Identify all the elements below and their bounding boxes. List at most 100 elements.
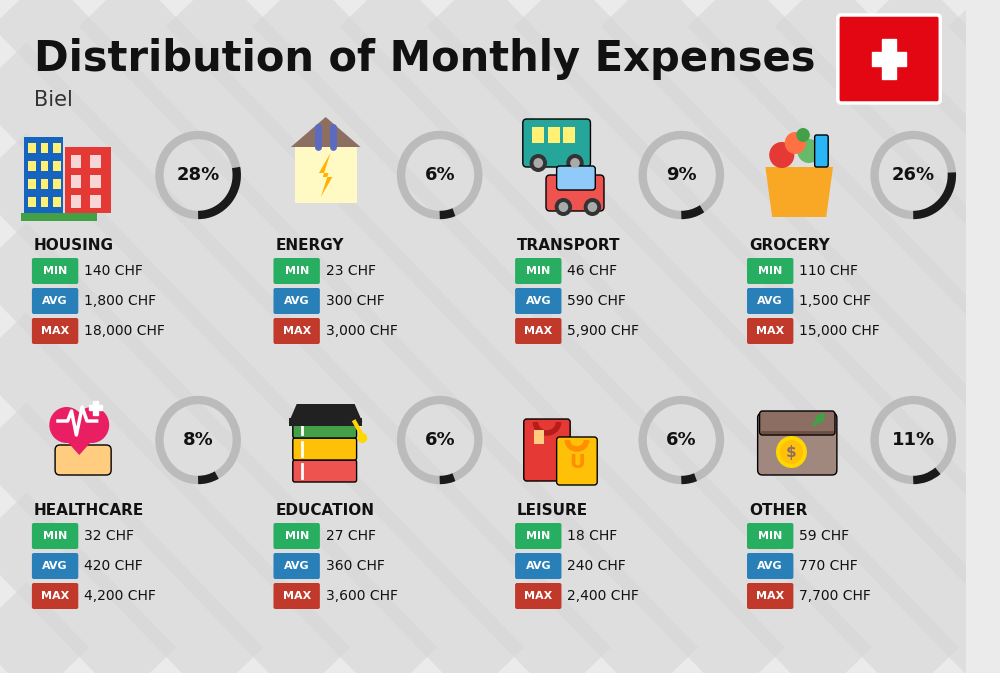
FancyBboxPatch shape xyxy=(747,288,793,314)
FancyBboxPatch shape xyxy=(32,318,78,344)
Text: 7,700 CHF: 7,700 CHF xyxy=(799,589,871,603)
Text: OTHER: OTHER xyxy=(749,503,807,518)
Bar xyxy=(93,401,98,415)
Circle shape xyxy=(358,433,367,443)
Text: 6%: 6% xyxy=(424,166,455,184)
Circle shape xyxy=(797,139,820,163)
Bar xyxy=(21,213,97,221)
Text: Biel: Biel xyxy=(34,90,73,110)
Bar xyxy=(882,39,896,79)
Text: MIN: MIN xyxy=(758,266,782,276)
Circle shape xyxy=(559,202,568,212)
Text: HOUSING: HOUSING xyxy=(34,238,114,253)
Bar xyxy=(90,195,101,208)
Bar xyxy=(24,137,63,213)
FancyBboxPatch shape xyxy=(273,583,320,609)
Text: $: $ xyxy=(786,444,797,460)
Text: AVG: AVG xyxy=(284,296,309,306)
Text: U: U xyxy=(569,452,585,472)
Circle shape xyxy=(49,407,84,443)
Bar xyxy=(548,127,560,143)
Text: MAX: MAX xyxy=(524,326,552,336)
Bar xyxy=(28,197,36,207)
FancyBboxPatch shape xyxy=(273,553,320,579)
Bar xyxy=(53,197,61,207)
Circle shape xyxy=(555,198,572,216)
FancyBboxPatch shape xyxy=(32,553,78,579)
FancyBboxPatch shape xyxy=(515,553,561,579)
FancyBboxPatch shape xyxy=(273,258,320,284)
Text: AVG: AVG xyxy=(42,296,68,306)
FancyBboxPatch shape xyxy=(546,175,604,211)
Bar xyxy=(65,147,111,213)
Text: HEALTHCARE: HEALTHCARE xyxy=(34,503,144,518)
Circle shape xyxy=(533,158,543,168)
Text: 26%: 26% xyxy=(892,166,935,184)
FancyBboxPatch shape xyxy=(747,258,793,284)
Bar xyxy=(71,155,81,168)
Bar xyxy=(289,418,362,426)
FancyBboxPatch shape xyxy=(815,135,828,167)
Text: 240 CHF: 240 CHF xyxy=(567,559,626,573)
Text: AVG: AVG xyxy=(757,296,783,306)
Text: MAX: MAX xyxy=(756,326,784,336)
Polygon shape xyxy=(291,117,360,147)
Bar xyxy=(563,127,575,143)
FancyBboxPatch shape xyxy=(293,460,357,482)
FancyBboxPatch shape xyxy=(760,411,835,435)
Text: 8%: 8% xyxy=(183,431,213,449)
Text: 5,900 CHF: 5,900 CHF xyxy=(567,324,639,338)
Circle shape xyxy=(769,142,794,168)
Text: MAX: MAX xyxy=(41,591,69,601)
Text: 18 CHF: 18 CHF xyxy=(567,529,618,543)
FancyBboxPatch shape xyxy=(523,119,590,167)
FancyBboxPatch shape xyxy=(273,523,320,549)
Text: 4,200 CHF: 4,200 CHF xyxy=(84,589,156,603)
FancyBboxPatch shape xyxy=(515,258,561,284)
Text: 770 CHF: 770 CHF xyxy=(799,559,858,573)
Bar xyxy=(41,179,48,189)
Bar xyxy=(71,175,81,188)
Text: MAX: MAX xyxy=(283,326,311,336)
FancyBboxPatch shape xyxy=(557,437,597,485)
Text: LEISURE: LEISURE xyxy=(517,503,588,518)
Bar xyxy=(53,143,61,153)
FancyBboxPatch shape xyxy=(524,419,570,481)
Text: ENERGY: ENERGY xyxy=(275,238,344,253)
Circle shape xyxy=(780,440,803,464)
Text: MIN: MIN xyxy=(285,531,309,541)
Circle shape xyxy=(588,202,597,212)
Text: Distribution of Monthly Expenses: Distribution of Monthly Expenses xyxy=(34,38,815,80)
FancyBboxPatch shape xyxy=(557,166,595,190)
Text: 18,000 CHF: 18,000 CHF xyxy=(84,324,165,338)
FancyBboxPatch shape xyxy=(32,523,78,549)
Bar xyxy=(53,161,61,171)
Bar xyxy=(41,197,48,207)
FancyBboxPatch shape xyxy=(273,288,320,314)
Text: 590 CHF: 590 CHF xyxy=(567,294,626,308)
Text: GROCERY: GROCERY xyxy=(749,238,830,253)
Bar xyxy=(28,161,36,171)
Text: 3,600 CHF: 3,600 CHF xyxy=(326,589,398,603)
Text: MAX: MAX xyxy=(283,591,311,601)
Bar xyxy=(872,52,906,66)
FancyBboxPatch shape xyxy=(32,258,78,284)
FancyBboxPatch shape xyxy=(747,553,793,579)
Text: 2,400 CHF: 2,400 CHF xyxy=(567,589,639,603)
Polygon shape xyxy=(319,153,332,197)
Text: AVG: AVG xyxy=(525,296,551,306)
FancyBboxPatch shape xyxy=(747,318,793,344)
FancyBboxPatch shape xyxy=(747,523,793,549)
Bar xyxy=(41,161,48,171)
Circle shape xyxy=(74,407,109,443)
Text: 6%: 6% xyxy=(666,431,697,449)
Text: 300 CHF: 300 CHF xyxy=(326,294,384,308)
Circle shape xyxy=(570,158,580,168)
FancyBboxPatch shape xyxy=(293,438,357,460)
Text: TRANSPORT: TRANSPORT xyxy=(517,238,621,253)
Polygon shape xyxy=(289,404,362,422)
Text: MAX: MAX xyxy=(756,591,784,601)
Text: 6%: 6% xyxy=(424,431,455,449)
Text: AVG: AVG xyxy=(757,561,783,571)
Bar xyxy=(41,143,48,153)
